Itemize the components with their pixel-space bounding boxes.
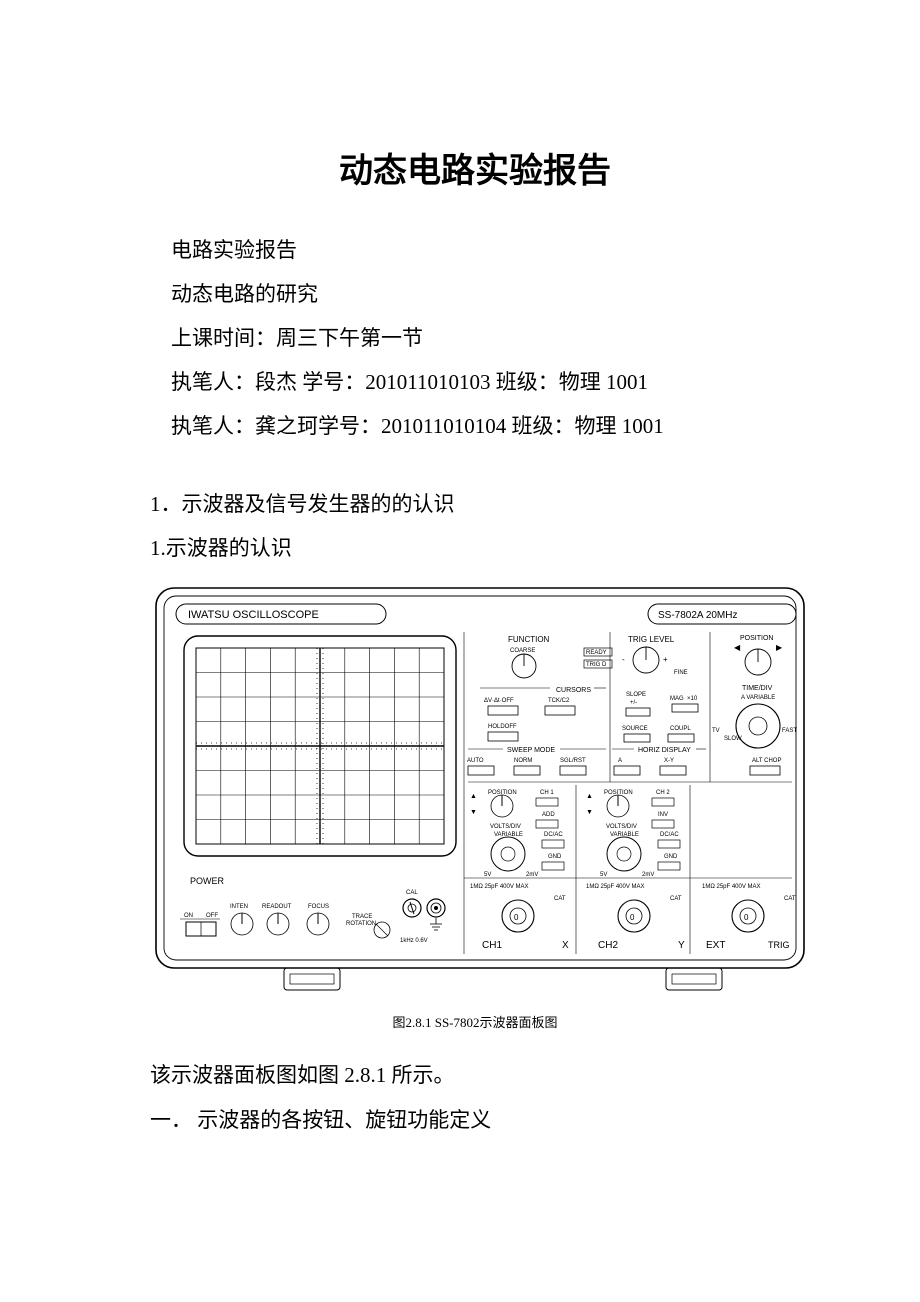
arrow-up-icon-2: ▲ xyxy=(586,793,593,800)
label-ext: EXT xyxy=(706,940,725,951)
spacer xyxy=(150,448,800,482)
label-a: A xyxy=(618,758,622,764)
label-xbig: X xyxy=(562,940,569,951)
label-norm: NORM xyxy=(514,758,532,764)
label-tv: TV xyxy=(712,728,720,734)
arrow-up-icon-1: ▲ xyxy=(470,793,477,800)
label-holdoff: HOLDOFF xyxy=(488,724,517,730)
label-5v-1: 5V xyxy=(484,872,491,878)
label-inv: INV xyxy=(658,812,668,818)
label-position-h: POSITION xyxy=(740,635,773,642)
label-plus: + xyxy=(663,655,668,664)
line-class-time: 上课时间：周三下午第一节 xyxy=(150,316,800,360)
label-gnd-1: GND xyxy=(548,854,562,860)
label-readout: READOUT xyxy=(262,904,292,910)
label-slow: SLOW xyxy=(724,736,742,742)
figure-caption: 图2.8.1 SS-7802示波器面板图 xyxy=(150,1012,800,1031)
label-trace-rot-2: ROTATION xyxy=(346,921,376,927)
line-author-1: 执笔人：段杰 学号：201011010103 班级：物理 1001 xyxy=(150,360,800,404)
label-trig: TRIG xyxy=(768,940,790,950)
label-source: SOURCE xyxy=(622,726,648,732)
document-page: 动态电路实验报告 电路实验报告 动态电路的研究 上课时间：周三下午第一节 执笔人… xyxy=(0,0,920,1202)
label-fine: FINE xyxy=(674,670,688,676)
line-report-header: 电路实验报告 xyxy=(150,228,800,272)
label-ready: READY xyxy=(586,650,607,656)
label-timediv: TIME/DIV xyxy=(742,685,773,692)
oscilloscope-svg-wrapper: IWATSU OSCILLOSCOPE SS-7802A 20MHz xyxy=(150,582,810,1002)
label-function: FUNCTION xyxy=(508,635,550,644)
scope-outer-frame xyxy=(156,588,804,968)
scope-foot-left xyxy=(284,968,340,990)
label-sweep: SWEEP MODE xyxy=(507,747,555,754)
label-2mv-2: 2mV xyxy=(642,872,654,878)
arrow-right-icon: ▶ xyxy=(776,643,783,652)
label-auto: AUTO xyxy=(467,758,484,764)
label-ybig: Y xyxy=(678,940,685,951)
label-dvdt: ΔV·Δt·OFF xyxy=(484,698,514,704)
label-mag: MAG xyxy=(670,696,684,702)
label-khz: 1kHz 0.6V xyxy=(400,938,428,944)
svg-text:0: 0 xyxy=(514,913,519,922)
label-imp-1: 1MΩ 25pF 400V MAX xyxy=(470,884,529,890)
label-altchop: ALT CHOP xyxy=(752,758,781,764)
svg-text:0: 0 xyxy=(744,913,749,922)
label-ch1big: CH1 xyxy=(482,940,502,951)
label-pm: +/- xyxy=(630,700,637,706)
arrow-down-icon-1: ▼ xyxy=(470,809,477,816)
arrow-down-icon-2: ▼ xyxy=(586,809,593,816)
line-topic: 动态电路的研究 xyxy=(150,272,800,316)
label-voltsdiv-2: VOLTS/DIV xyxy=(606,824,637,830)
label-2mv-1: 2mV xyxy=(526,872,538,878)
scope-foot-right xyxy=(666,968,722,990)
label-ch1: CH 1 xyxy=(540,790,554,796)
label-a-var: A VARIABLE xyxy=(741,695,775,701)
label-coupl: COUPL xyxy=(670,726,691,732)
label-coarse: COARSE xyxy=(510,648,535,654)
label-inten: INTEN xyxy=(230,904,248,910)
brand-text: IWATSU OSCILLOSCOPE xyxy=(188,609,319,621)
label-dcac-1: DC/AC xyxy=(544,832,563,838)
label-focus: FOCUS xyxy=(308,904,329,910)
label-imp-2: 1MΩ 25pF 400V MAX xyxy=(586,884,645,890)
label-x10: ×10 xyxy=(687,696,698,702)
label-ch2: CH 2 xyxy=(656,790,670,796)
oscilloscope-panel-svg: IWATSU OSCILLOSCOPE SS-7802A 20MHz xyxy=(150,582,810,1002)
label-cat-3: CAT xyxy=(784,896,796,902)
label-cat-2: CAT xyxy=(670,896,682,902)
label-gnd-2: GND xyxy=(664,854,678,860)
section-1: 1．示波器及信号发生器的的认识 xyxy=(150,482,800,526)
label-minus: - xyxy=(622,655,625,664)
label-tck: TCK/C2 xyxy=(548,698,570,704)
label-cal: CAL xyxy=(406,890,418,896)
label-add: ADD xyxy=(542,812,555,818)
label-cursors: CURSORS xyxy=(556,687,591,694)
label-trig-level: TRIG LEVEL xyxy=(628,635,675,644)
page-title: 动态电路实验报告 xyxy=(150,143,800,192)
label-imp-3: 1MΩ 25pF 400V MAX xyxy=(702,884,761,890)
label-on: ON xyxy=(184,913,193,919)
line-author-2: 执笔人：龚之珂学号：201011010104 班级：物理 1001 xyxy=(150,404,800,448)
label-power: POWER xyxy=(190,876,225,886)
after-fig-1: 该示波器面板图如图 2.8.1 所示。 xyxy=(150,1053,800,1097)
arrow-left-icon: ◀ xyxy=(734,643,741,652)
label-horiz: HORIZ DISPLAY xyxy=(638,747,691,754)
section-1-1: 1.示波器的认识 xyxy=(150,526,800,570)
label-off: OFF xyxy=(206,913,218,919)
label-fast: FAST xyxy=(782,728,797,734)
label-dcac-2: DC/AC xyxy=(660,832,679,838)
label-sgl: SGL/RST xyxy=(560,758,586,764)
model-text: SS-7802A 20MHz xyxy=(658,610,738,621)
label-ch2big: CH2 xyxy=(598,940,618,951)
label-trace-rot-1: TRACE xyxy=(352,914,372,920)
oscilloscope-diagram: IWATSU OSCILLOSCOPE SS-7802A 20MHz xyxy=(150,582,800,1002)
label-trigd: TRIG D xyxy=(586,662,607,668)
label-cat-1: CAT xyxy=(554,896,566,902)
label-5v-2: 5V xyxy=(600,872,607,878)
svg-text:0: 0 xyxy=(630,913,635,922)
after-fig-2: 一． 示波器的各按钮、旋钮功能定义 xyxy=(150,1098,800,1142)
label-slope: SLOPE xyxy=(626,692,646,698)
label-voltsdiv-1: VOLTS/DIV xyxy=(490,824,521,830)
label-xy: X-Y xyxy=(664,758,674,764)
